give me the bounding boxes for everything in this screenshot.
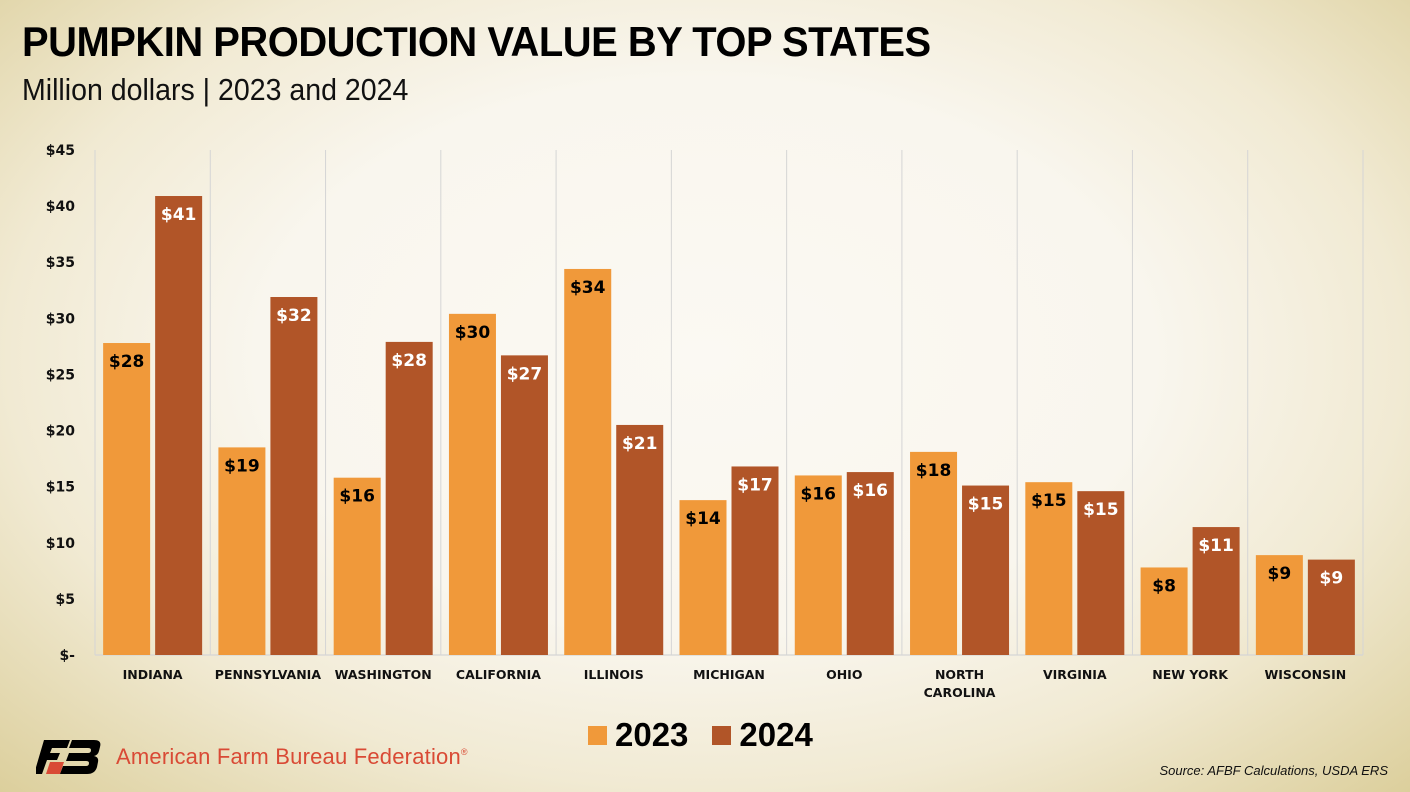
bar-2024 [1077, 491, 1125, 655]
data-label-2023: $30 [455, 323, 491, 343]
data-label-2023: $16 [339, 487, 375, 507]
data-label-2024: $16 [853, 481, 889, 501]
data-label-2024: $28 [391, 351, 427, 371]
x-tick-label: INDIANA [123, 667, 183, 682]
y-tick-label: $40 [46, 199, 75, 215]
bar-2023 [103, 343, 151, 655]
bar-2024 [385, 341, 433, 655]
bar-2024 [731, 466, 779, 655]
data-label-2024: $15 [1083, 500, 1119, 520]
y-axis: $- $5 $10 $15 $20 $25 $30 $35 $40 $45 [46, 143, 75, 664]
x-axis: INDIANA PENNSYLVANIA WASHINGTON CALIFORNIA I… [123, 667, 1347, 700]
bar-2023 [910, 451, 958, 655]
legend-swatch-2024 [712, 725, 732, 745]
x-tick-label: NORTH [935, 667, 984, 682]
y-tick-label: $35 [46, 255, 75, 271]
data-label-2023: $16 [801, 484, 837, 504]
x-tick-label: ILLINOIS [584, 667, 644, 682]
farm-bureau-logo-icon [34, 740, 102, 774]
bar-2023 [448, 313, 496, 655]
x-tick-label: CAROLINA [924, 685, 996, 700]
x-tick-label: CALIFORNIA [456, 667, 541, 682]
bar-2023 [1140, 567, 1188, 655]
bar-2024 [270, 297, 318, 655]
data-label-2023: $28 [109, 352, 145, 372]
bar-2024 [1307, 559, 1355, 655]
y-tick-label: $20 [46, 424, 75, 440]
y-tick-label: $15 [46, 480, 75, 496]
bar-2024 [500, 355, 548, 655]
legend-label-2023: 2023 [615, 716, 689, 753]
bar-2024 [616, 424, 664, 655]
data-label-2024: $27 [507, 364, 543, 384]
y-tick-label: $45 [46, 143, 75, 159]
legend-item-2023: 2023 [588, 716, 688, 754]
data-label-2024: $32 [276, 306, 312, 326]
bar-2024 [962, 485, 1010, 655]
data-label-2024: $15 [968, 495, 1004, 515]
data-label-2024: $21 [622, 434, 658, 454]
registered-mark: ® [460, 747, 468, 757]
brand-name: American Farm Bureau Federation [116, 744, 461, 769]
bar-2023 [218, 447, 266, 655]
data-label-2023: $8 [1152, 576, 1176, 596]
bar-2024 [846, 472, 894, 655]
x-tick-label: PENNSYLVANIA [215, 667, 322, 682]
legend: 2023 2024 [588, 716, 837, 754]
y-tick-label: $25 [46, 367, 75, 383]
data-label-2023: $15 [1031, 491, 1067, 511]
bar-2023 [1255, 555, 1303, 655]
data-label-2024: $11 [1198, 536, 1234, 556]
data-label-2023: $19 [224, 456, 260, 476]
bar-2024 [1192, 527, 1240, 655]
legend-swatch-2023 [588, 725, 607, 745]
y-tick-label: $10 [46, 536, 75, 552]
bar-2024 [155, 196, 203, 655]
y-tick-label: $5 [56, 592, 75, 608]
x-tick-label: WASHINGTON [335, 667, 432, 682]
data-label-2023: $9 [1268, 564, 1292, 584]
chart-title: PUMPKIN PRODUCTION VALUE BY TOP STATES [22, 18, 931, 65]
bar-2023 [333, 477, 381, 655]
bars: $28 $19 $16 $30 $34 $14 $16 $18 $15 $8 $9 $41 $32 $28… [103, 196, 1355, 655]
data-label-2024: $41 [161, 205, 197, 225]
data-label-2023: $18 [916, 461, 952, 481]
bar-2023 [1025, 482, 1073, 655]
x-tick-label: MICHIGAN [693, 667, 765, 682]
x-tick-label: OHIO [826, 667, 862, 682]
x-tick-label: WISCONSIN [1264, 667, 1346, 682]
data-label-2024: $17 [737, 475, 773, 495]
chart-subtitle: Million dollars | 2023 and 2024 [22, 72, 409, 107]
bar-2023 [564, 268, 612, 655]
x-tick-label: VIRGINIA [1043, 667, 1107, 682]
data-label-2023: $34 [570, 278, 606, 298]
source-note: Source: AFBF Calculations, USDA ERS [1159, 763, 1388, 778]
bar-2023 [794, 475, 842, 655]
x-tick-label: NEW YORK [1152, 667, 1229, 682]
legend-label-2024: 2024 [739, 716, 813, 753]
data-label-2023: $14 [685, 509, 721, 529]
legend-item-2024: 2024 [712, 716, 813, 754]
y-tick-label: $- [59, 648, 75, 664]
data-label-2024: $9 [1320, 569, 1344, 589]
y-tick-label: $30 [46, 311, 75, 327]
bar-2023 [679, 500, 727, 655]
afbf-logo: American Farm Bureau Federation ® [34, 740, 468, 774]
